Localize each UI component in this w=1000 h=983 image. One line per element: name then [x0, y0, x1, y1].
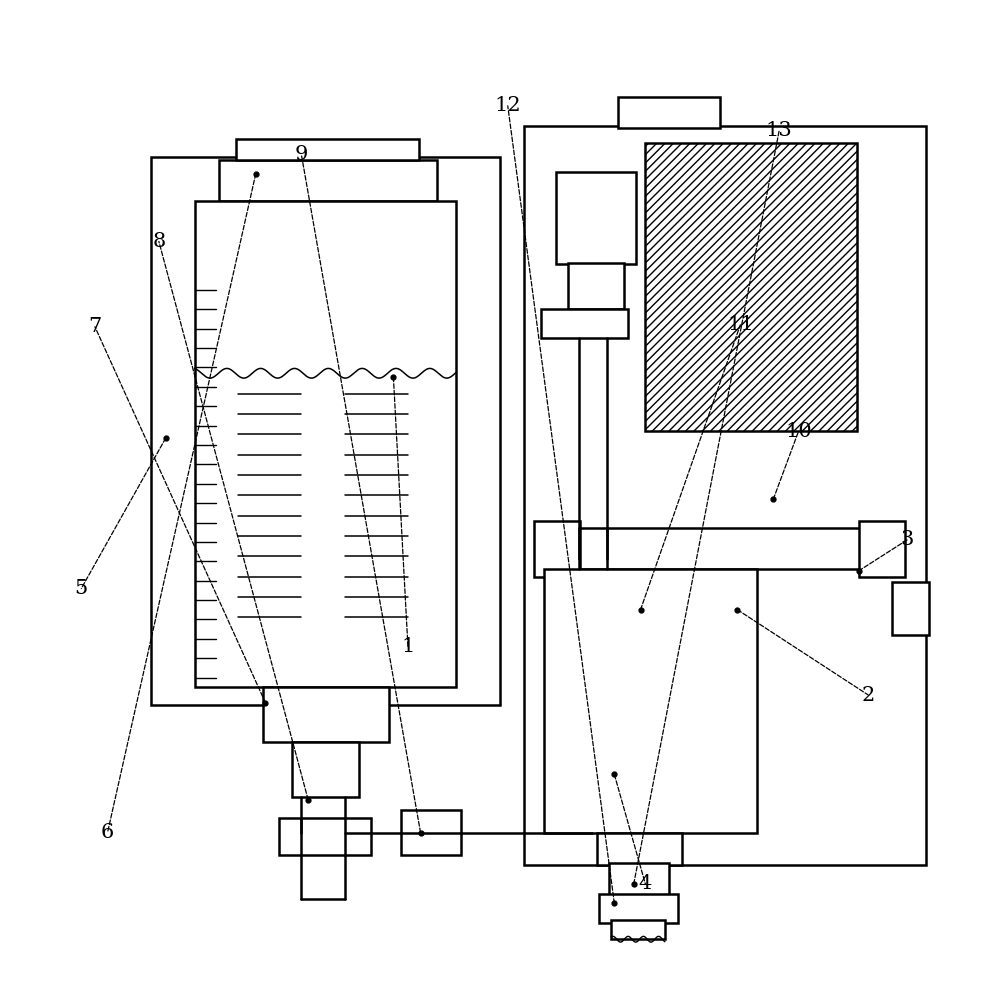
Bar	[892, 582, 929, 635]
Bar	[618, 97, 720, 128]
Bar	[556, 172, 636, 263]
Bar	[236, 139, 419, 160]
Text: 4: 4	[639, 875, 652, 894]
Bar	[534, 521, 580, 577]
Text: 8: 8	[152, 232, 165, 251]
Bar	[609, 863, 669, 896]
Bar	[568, 262, 624, 310]
Text: 2: 2	[862, 685, 875, 705]
Text: 6: 6	[101, 823, 114, 842]
Text: 9: 9	[295, 145, 308, 164]
Bar	[579, 528, 861, 569]
Text: 7: 7	[88, 318, 102, 336]
Bar	[599, 894, 678, 923]
Text: 5: 5	[75, 579, 88, 598]
Text: 10: 10	[785, 422, 812, 441]
Bar	[401, 810, 461, 855]
Bar	[151, 157, 500, 705]
Bar	[544, 569, 757, 833]
Text: 11: 11	[727, 316, 754, 334]
Bar	[195, 201, 456, 687]
Bar	[541, 310, 628, 338]
Bar	[279, 818, 371, 855]
Bar	[597, 833, 682, 865]
Bar	[219, 160, 437, 201]
Text: 1: 1	[401, 637, 415, 656]
Text: 3: 3	[900, 531, 914, 549]
Bar	[263, 687, 389, 741]
Text: 13: 13	[766, 122, 792, 141]
Bar	[645, 143, 857, 432]
Bar	[524, 126, 926, 865]
Bar	[859, 521, 905, 577]
Bar	[292, 741, 359, 797]
Text: 12: 12	[494, 96, 521, 115]
Bar	[611, 920, 665, 939]
